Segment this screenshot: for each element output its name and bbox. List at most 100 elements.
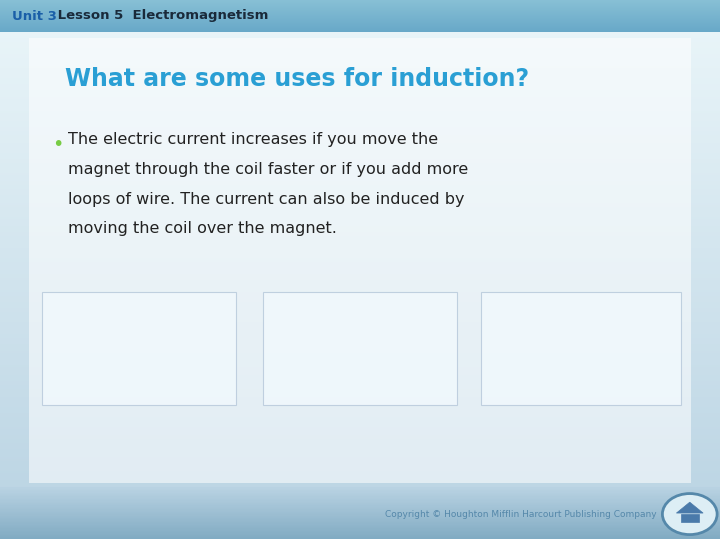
Bar bbox=[0, 40, 720, 42]
Bar bbox=[0, 185, 720, 187]
Bar bbox=[0, 244, 720, 246]
Bar bbox=[0, 278, 720, 280]
Bar bbox=[0, 155, 720, 157]
Bar bbox=[0, 193, 720, 195]
Bar bbox=[0, 366, 720, 367]
Bar bbox=[0, 30, 720, 32]
Bar bbox=[0, 87, 720, 90]
Bar bbox=[0, 348, 720, 349]
Bar bbox=[0, 10, 720, 11]
Bar bbox=[0, 16, 720, 17]
Bar bbox=[0, 363, 720, 366]
Bar bbox=[0, 431, 720, 433]
Bar bbox=[0, 104, 720, 105]
Bar bbox=[0, 433, 720, 435]
Text: Unit 3: Unit 3 bbox=[12, 10, 57, 23]
Bar bbox=[0, 208, 720, 211]
Text: The electric current increases if you move the: The electric current increases if you mo… bbox=[68, 132, 438, 147]
Bar bbox=[0, 15, 720, 16]
Bar bbox=[0, 478, 720, 481]
Bar bbox=[0, 163, 720, 165]
Bar bbox=[0, 332, 720, 334]
Bar bbox=[0, 25, 720, 26]
Bar bbox=[0, 22, 720, 23]
Bar bbox=[0, 407, 720, 409]
Circle shape bbox=[662, 494, 717, 535]
Bar bbox=[0, 1, 720, 2]
Bar bbox=[0, 536, 720, 538]
Bar bbox=[0, 248, 720, 250]
Bar bbox=[0, 425, 720, 427]
Bar bbox=[0, 23, 720, 24]
Bar bbox=[0, 346, 720, 348]
Bar bbox=[0, 476, 720, 478]
Bar bbox=[0, 403, 720, 405]
Bar bbox=[0, 354, 720, 355]
Bar bbox=[0, 131, 720, 133]
Text: magnet through the coil faster or if you add more: magnet through the coil faster or if you… bbox=[68, 162, 469, 177]
Bar bbox=[0, 399, 720, 401]
Bar bbox=[0, 323, 720, 326]
Bar bbox=[0, 9, 720, 10]
Bar bbox=[0, 6, 720, 7]
Bar bbox=[0, 260, 720, 262]
Bar bbox=[0, 27, 720, 28]
Bar bbox=[0, 44, 720, 46]
Bar bbox=[0, 147, 720, 149]
Bar bbox=[0, 383, 720, 385]
Bar bbox=[0, 377, 720, 379]
Bar bbox=[0, 157, 720, 159]
Bar bbox=[0, 523, 720, 525]
Bar bbox=[0, 197, 720, 199]
Bar bbox=[0, 3, 720, 4]
Bar bbox=[0, 316, 720, 318]
Bar bbox=[0, 300, 720, 302]
Bar bbox=[0, 514, 720, 516]
Bar bbox=[0, 191, 720, 193]
Bar bbox=[0, 234, 720, 237]
Bar bbox=[0, 294, 720, 296]
Bar bbox=[0, 389, 720, 391]
Bar bbox=[0, 521, 720, 522]
Bar bbox=[0, 372, 720, 373]
Bar bbox=[0, 387, 720, 389]
Bar bbox=[0, 475, 720, 476]
Bar bbox=[0, 4, 720, 5]
Bar bbox=[0, 532, 720, 534]
Bar bbox=[0, 526, 720, 527]
Bar bbox=[0, 252, 720, 254]
Bar bbox=[0, 472, 720, 475]
Bar bbox=[0, 516, 720, 518]
Bar bbox=[0, 237, 720, 238]
Bar bbox=[0, 361, 720, 363]
Bar bbox=[0, 167, 720, 169]
Bar bbox=[0, 490, 720, 492]
Bar bbox=[0, 488, 720, 489]
Bar bbox=[0, 199, 720, 201]
Bar bbox=[0, 449, 720, 451]
Bar bbox=[0, 464, 720, 467]
Bar bbox=[0, 520, 720, 522]
Bar bbox=[0, 290, 720, 292]
Bar bbox=[0, 335, 720, 338]
Bar bbox=[0, 213, 720, 214]
Bar bbox=[0, 489, 720, 490]
Bar bbox=[0, 133, 720, 135]
Bar bbox=[0, 360, 720, 361]
Bar bbox=[0, 231, 720, 232]
Bar bbox=[0, 481, 720, 482]
Bar bbox=[0, 18, 720, 19]
Text: What are some uses for induction?: What are some uses for induction? bbox=[65, 68, 529, 91]
Bar bbox=[0, 240, 720, 242]
FancyBboxPatch shape bbox=[29, 38, 691, 483]
Bar bbox=[0, 437, 720, 439]
Bar bbox=[0, 443, 720, 445]
FancyBboxPatch shape bbox=[481, 292, 681, 405]
Bar bbox=[0, 159, 720, 161]
Bar bbox=[0, 225, 720, 226]
Bar bbox=[0, 534, 720, 535]
Bar bbox=[0, 298, 720, 300]
Bar bbox=[0, 530, 720, 532]
Bar bbox=[0, 24, 720, 25]
Bar bbox=[0, 518, 720, 520]
